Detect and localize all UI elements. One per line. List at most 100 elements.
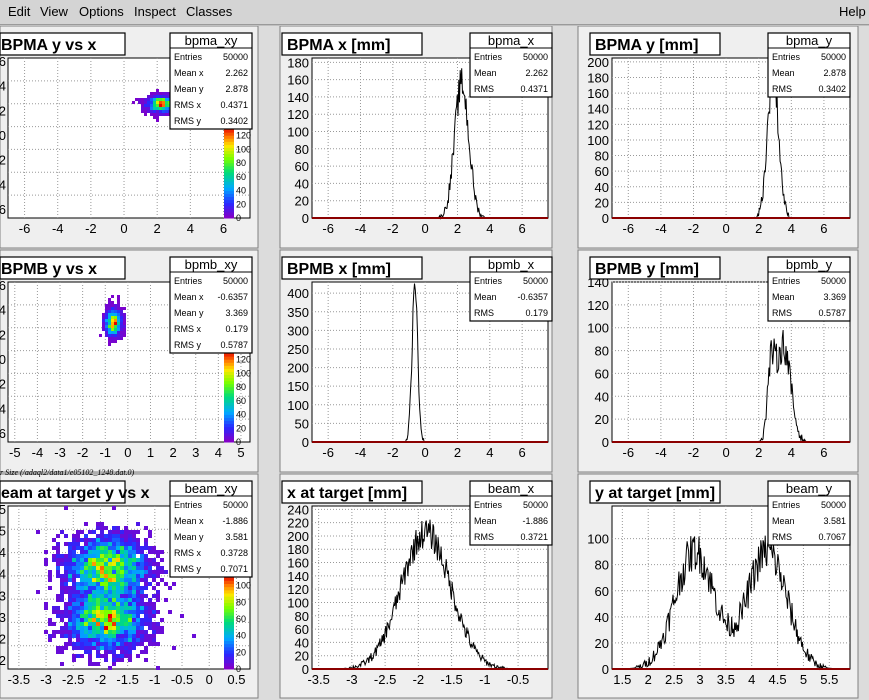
heat-cell (162, 104, 165, 107)
menu-inspect[interactable]: Inspect (134, 4, 176, 19)
heat-cell (92, 566, 96, 570)
heat-cell (159, 101, 162, 104)
heat-cell (144, 570, 148, 574)
x-tick-label: -2 (688, 221, 700, 236)
heat-cell (150, 104, 153, 107)
heat-cell (152, 578, 156, 582)
stats-key: Mean (474, 292, 497, 302)
palette-cell (224, 631, 234, 635)
heat-cell (132, 538, 136, 542)
pad-bpma_y[interactable]: -6 -4 -2 0 2 4 6020406080100120140160180200BPM… (577, 26, 859, 249)
heat-cell (144, 574, 148, 578)
heat-cell (164, 570, 168, 574)
stats-key: Mean y (174, 308, 204, 318)
heat-cell (105, 313, 108, 316)
menu-edit[interactable]: Edit (8, 4, 31, 19)
palette-cell (224, 214, 234, 219)
heat-cell (60, 578, 64, 582)
heat-cell (128, 650, 132, 654)
pad-title-box (281, 480, 423, 504)
pad-beam_x[interactable]: -3.5 -3 -2.5 -2 -1.5 -1 -0.5 020406080100120140… (279, 473, 553, 699)
heat-cell (160, 626, 164, 630)
heat-cell (68, 562, 72, 566)
palette-cell (224, 193, 234, 198)
x-tick-label: 4.5 (769, 672, 787, 687)
x-tick-label: -3 (40, 672, 52, 687)
heat-cell (68, 542, 72, 546)
heat-cell (156, 642, 160, 646)
x-tick-label: 2 (755, 445, 762, 460)
heat-cell (112, 554, 116, 558)
root-canvas[interactable]: 0 20 40 60 80 100 120 -6 -4 -2 0 2 4 6 6 4 2 0 2 4 6 BPMA y v… (0, 26, 869, 700)
heat-cell (112, 558, 116, 562)
heat-cell (128, 634, 132, 638)
heat-cell (124, 566, 128, 570)
menu-view[interactable]: View (40, 4, 68, 19)
heat-cell (84, 574, 88, 578)
heat-cell (96, 602, 100, 606)
heat-cell (92, 662, 96, 666)
heat-cell (124, 554, 128, 558)
heat-cell (64, 590, 68, 594)
heat-cell (56, 646, 60, 650)
heat-cell (132, 594, 136, 598)
palette-cell (224, 621, 234, 626)
y-tick-label: 350 (287, 305, 309, 320)
palette-tick: 60 (236, 614, 246, 624)
heat-cell (88, 638, 92, 642)
heat-cell (132, 590, 136, 594)
heat-cell (100, 522, 104, 526)
heat-cell (124, 630, 128, 634)
heat-cell (124, 618, 128, 622)
heat-cell (84, 594, 88, 598)
heat-cell (147, 110, 150, 113)
x-tick-label: -2 (77, 445, 89, 460)
heat-cell (152, 634, 156, 638)
menu-help[interactable]: Help (839, 4, 866, 19)
heat-cell (123, 331, 126, 334)
heat-cell (80, 566, 84, 570)
heat-cell (105, 328, 108, 331)
y-tick-label: 100 (587, 133, 609, 148)
heat-cell (144, 558, 148, 562)
heat-cell (148, 562, 152, 566)
x-tick-label: 6 (519, 445, 526, 460)
heat-cell (116, 626, 120, 630)
heat-cell (76, 574, 80, 578)
stats-key: Entries (772, 52, 801, 62)
palette-cell (224, 365, 234, 369)
heat-cell (116, 654, 120, 658)
y-tick-label: 0 (302, 211, 309, 226)
heat-cell (144, 650, 148, 654)
heat-cell (102, 313, 105, 316)
heat-cell (112, 650, 116, 654)
heat-cell (80, 554, 84, 558)
heat-cell (152, 630, 156, 634)
heat-cell (68, 574, 72, 578)
heat-cell (162, 98, 165, 101)
heat-cell (116, 594, 120, 598)
heat-cell (72, 646, 76, 650)
menu-classes[interactable]: Classes (186, 4, 233, 19)
heat-cell (56, 550, 60, 554)
heat-cell (150, 92, 153, 95)
menu-options[interactable]: Options (79, 4, 124, 19)
heat-cell (100, 630, 104, 634)
x-tick-label: -2 (387, 221, 399, 236)
heat-cell (164, 598, 168, 602)
x-tick-label: -2 (413, 672, 425, 687)
heat-cell (102, 328, 105, 331)
heat-cell (165, 92, 168, 95)
heat-cell (84, 562, 88, 566)
pad-bpmb_x[interactable]: -6 -4 -2 0 2 4 6 0 50 100 150 200 250 300 350 400 BPMB x… (279, 249, 553, 473)
heat-cell (108, 574, 112, 578)
palette-tick: 120 (236, 131, 251, 141)
x-tick-label: 4 (748, 672, 755, 687)
pad-beam_y[interactable]: 1.5 2 2.5 3 3.5 4 4.5 5 5.5 0 20 40 60 80 100 y at targ… (577, 473, 859, 699)
